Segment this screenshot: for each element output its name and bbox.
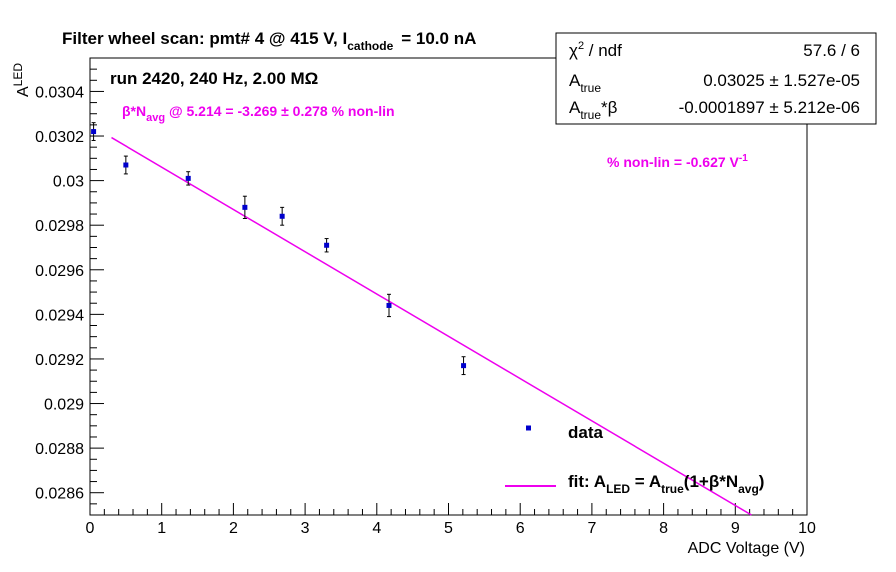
y-axis-label: ALED: [11, 63, 32, 97]
y-tick-label: 0.03: [53, 174, 84, 191]
legend: data fit: ALED = Atrue(1+β*Navg): [505, 423, 764, 496]
stats-chi2-value: 57.6 / 6: [803, 41, 860, 60]
data-point: [123, 162, 129, 168]
data-point: [461, 363, 467, 369]
x-axis: 0 1 2 3 4 5 6 7 8 9 10: [86, 503, 816, 537]
chart-title-sub: cathode: [347, 39, 393, 53]
stats-atrue-value: 0.03025 ± 1.527e-05: [703, 71, 860, 90]
run-label: run 2420, 240 Hz, 2.00 MΩ: [110, 69, 318, 88]
y-tick-label: 0.0302: [35, 129, 84, 146]
x-axis-label: ADC Voltage (V): [688, 540, 805, 557]
y-tick-label: 0.0298: [35, 218, 84, 235]
x-tick-label: 6: [516, 520, 525, 537]
legend-data-marker: [526, 425, 531, 431]
x-tick-label: 9: [731, 520, 740, 537]
stats-atb-label: Atrue*β: [569, 98, 618, 122]
x-tick-label: 7: [587, 520, 596, 537]
x-tick-label: 8: [659, 520, 668, 537]
fit-line: [111, 136, 752, 516]
data-point: [386, 302, 392, 308]
x-tick-label: 2: [229, 520, 238, 537]
nonlin-slope-annotation: % non-lin = -0.627 V-1: [607, 153, 748, 170]
y-tick-label: 0.029: [44, 397, 84, 414]
y-tick-label: 0.0286: [35, 486, 84, 503]
data-point: [91, 129, 97, 135]
y-tick-label: 0.0288: [35, 441, 84, 458]
x-tick-label: 0: [86, 520, 95, 537]
plot-frame: [89, 57, 808, 516]
stats-atrue-label: Atrue: [569, 71, 601, 95]
x-tick-label: 4: [372, 520, 381, 537]
chart-title: Filter wheel scan: pmt# 4 @ 415 V, Icath…: [62, 29, 476, 53]
y-tick-label: 0.0292: [35, 352, 84, 369]
stats-atb-value: -0.0001897 ± 5.212e-06: [679, 98, 860, 117]
y-tick-label: 0.0296: [35, 263, 84, 280]
y-tick-label: 0.0304: [35, 84, 84, 101]
chart-title-tail: = 10.0 nA: [401, 29, 476, 48]
legend-fit-label: fit: ALED = Atrue(1+β*Navg): [568, 472, 764, 496]
data-series: [91, 122, 467, 376]
stats-box: χ2 / ndf 57.6 / 6 Atrue 0.03025 ± 1.527e…: [555, 32, 877, 125]
x-tick-label: 1: [157, 520, 166, 537]
data-point: [185, 175, 191, 181]
x-tick-label: 10: [798, 520, 816, 537]
y-tick-label: 0.0294: [35, 307, 84, 324]
stats-chi2-label: χ2 / ndf: [569, 40, 622, 60]
y-axis: 0.0286 0.0288 0.029 0.0292 0.0294 0.0296 0.029…: [35, 57, 104, 516]
legend-data-label: data: [568, 423, 604, 442]
data-point: [279, 213, 285, 219]
nonlin-annotation: β*Navg @ 5.214 = -3.269 ± 0.278 % non-li…: [122, 103, 395, 124]
x-tick-label: 3: [301, 520, 310, 537]
data-point: [324, 242, 330, 248]
data-point: [242, 204, 248, 210]
x-tick-label: 5: [444, 520, 453, 537]
